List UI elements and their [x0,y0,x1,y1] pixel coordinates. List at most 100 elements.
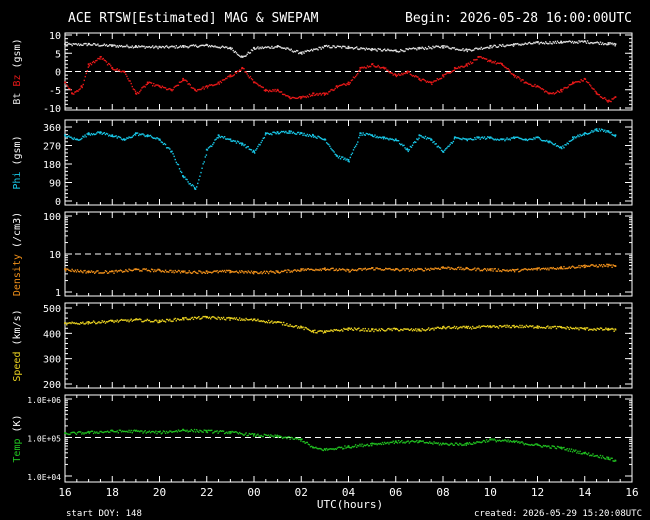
data-dot [187,181,189,183]
data-dot [596,327,598,330]
data-dot [262,271,264,274]
data-dot [296,269,299,271]
data-dot [607,101,609,103]
data-dot [543,445,546,447]
data-point [536,325,539,328]
data-dot [190,184,193,187]
data-dot [78,139,81,141]
data-dot [295,133,298,135]
data-dot [601,455,604,457]
data-dot [66,84,68,86]
data-dot [274,46,276,48]
start-doy: start DOY: 148 [66,509,142,519]
data-dot [431,48,433,50]
data-dot [574,450,576,452]
data-dot [429,137,431,140]
data-point [442,266,444,269]
data-dot [316,447,318,450]
data-dot [406,440,408,443]
data-dot [414,141,416,143]
data-dot [225,138,227,140]
data-dot [116,430,118,432]
data-dot [117,46,120,48]
data-dot [304,134,306,137]
data-dot [333,269,335,272]
data-dot [582,133,585,135]
panel-frame [64,302,633,389]
data-dot [422,270,424,272]
data-dot [593,265,595,267]
y-axis-label: Density (/cm3) [12,212,23,296]
data-dot [425,81,428,83]
data-dot [138,92,140,95]
data-dot [250,49,253,51]
data-dot [243,272,245,274]
data-dot [232,49,234,52]
data-dot [514,326,517,328]
data-dot [147,46,150,48]
data-dot [482,57,485,59]
data-dot [393,442,396,445]
data-dot [608,131,610,133]
data-dot [296,97,299,99]
data-dot [305,327,307,329]
data-dot [463,269,465,271]
data-dot [497,327,500,329]
data-dot [609,132,611,134]
data-dot [233,51,235,53]
data-dot [485,269,488,272]
data-point [182,428,185,431]
data-dot [138,45,140,47]
data-point [87,270,90,273]
data-dot [160,271,162,273]
data-dot [576,327,578,330]
data-dot [385,330,387,332]
data-point [276,88,279,91]
data-dot [129,431,131,433]
data-dot [460,266,462,269]
data-dot [593,42,595,44]
data-dot [556,90,559,92]
data-dot [255,435,257,437]
data-dot [106,45,109,47]
data-dot [214,317,216,319]
data-dot [252,149,255,152]
data-dot [139,431,141,433]
data-dot [397,269,400,271]
data-dot [613,42,615,45]
data-dot [487,60,489,63]
data-dot [538,137,540,139]
data-dot [85,322,87,324]
data-dot [466,139,469,142]
y-tick-label: 0 [55,197,61,208]
data-dot [80,43,82,46]
data-dot [396,139,399,142]
data-dot [99,132,101,135]
data-dot [582,41,585,43]
data-dot [503,325,505,327]
y-axis-label: Bt Bz (gsm) [12,38,23,104]
data-dot [89,431,92,433]
data-dot [402,442,404,444]
data-dot [167,88,169,91]
data-dot [114,270,116,272]
data-dot [146,83,149,85]
data-dot [245,55,247,57]
data-dot [208,316,211,319]
data-dot [592,42,594,45]
data-dot [447,266,449,268]
data-point [312,134,314,137]
data-dot [176,163,179,165]
data-dot [329,145,331,148]
data-dot [303,440,305,443]
data-dot [92,60,95,63]
data-dot [173,271,175,274]
data-dot [519,43,521,46]
data-dot [119,429,122,432]
data-dot [535,267,537,270]
data-dot [317,448,319,450]
data-dot [381,328,384,331]
data-dot [284,131,286,134]
data-dot [98,57,100,60]
data-dot [473,268,475,270]
